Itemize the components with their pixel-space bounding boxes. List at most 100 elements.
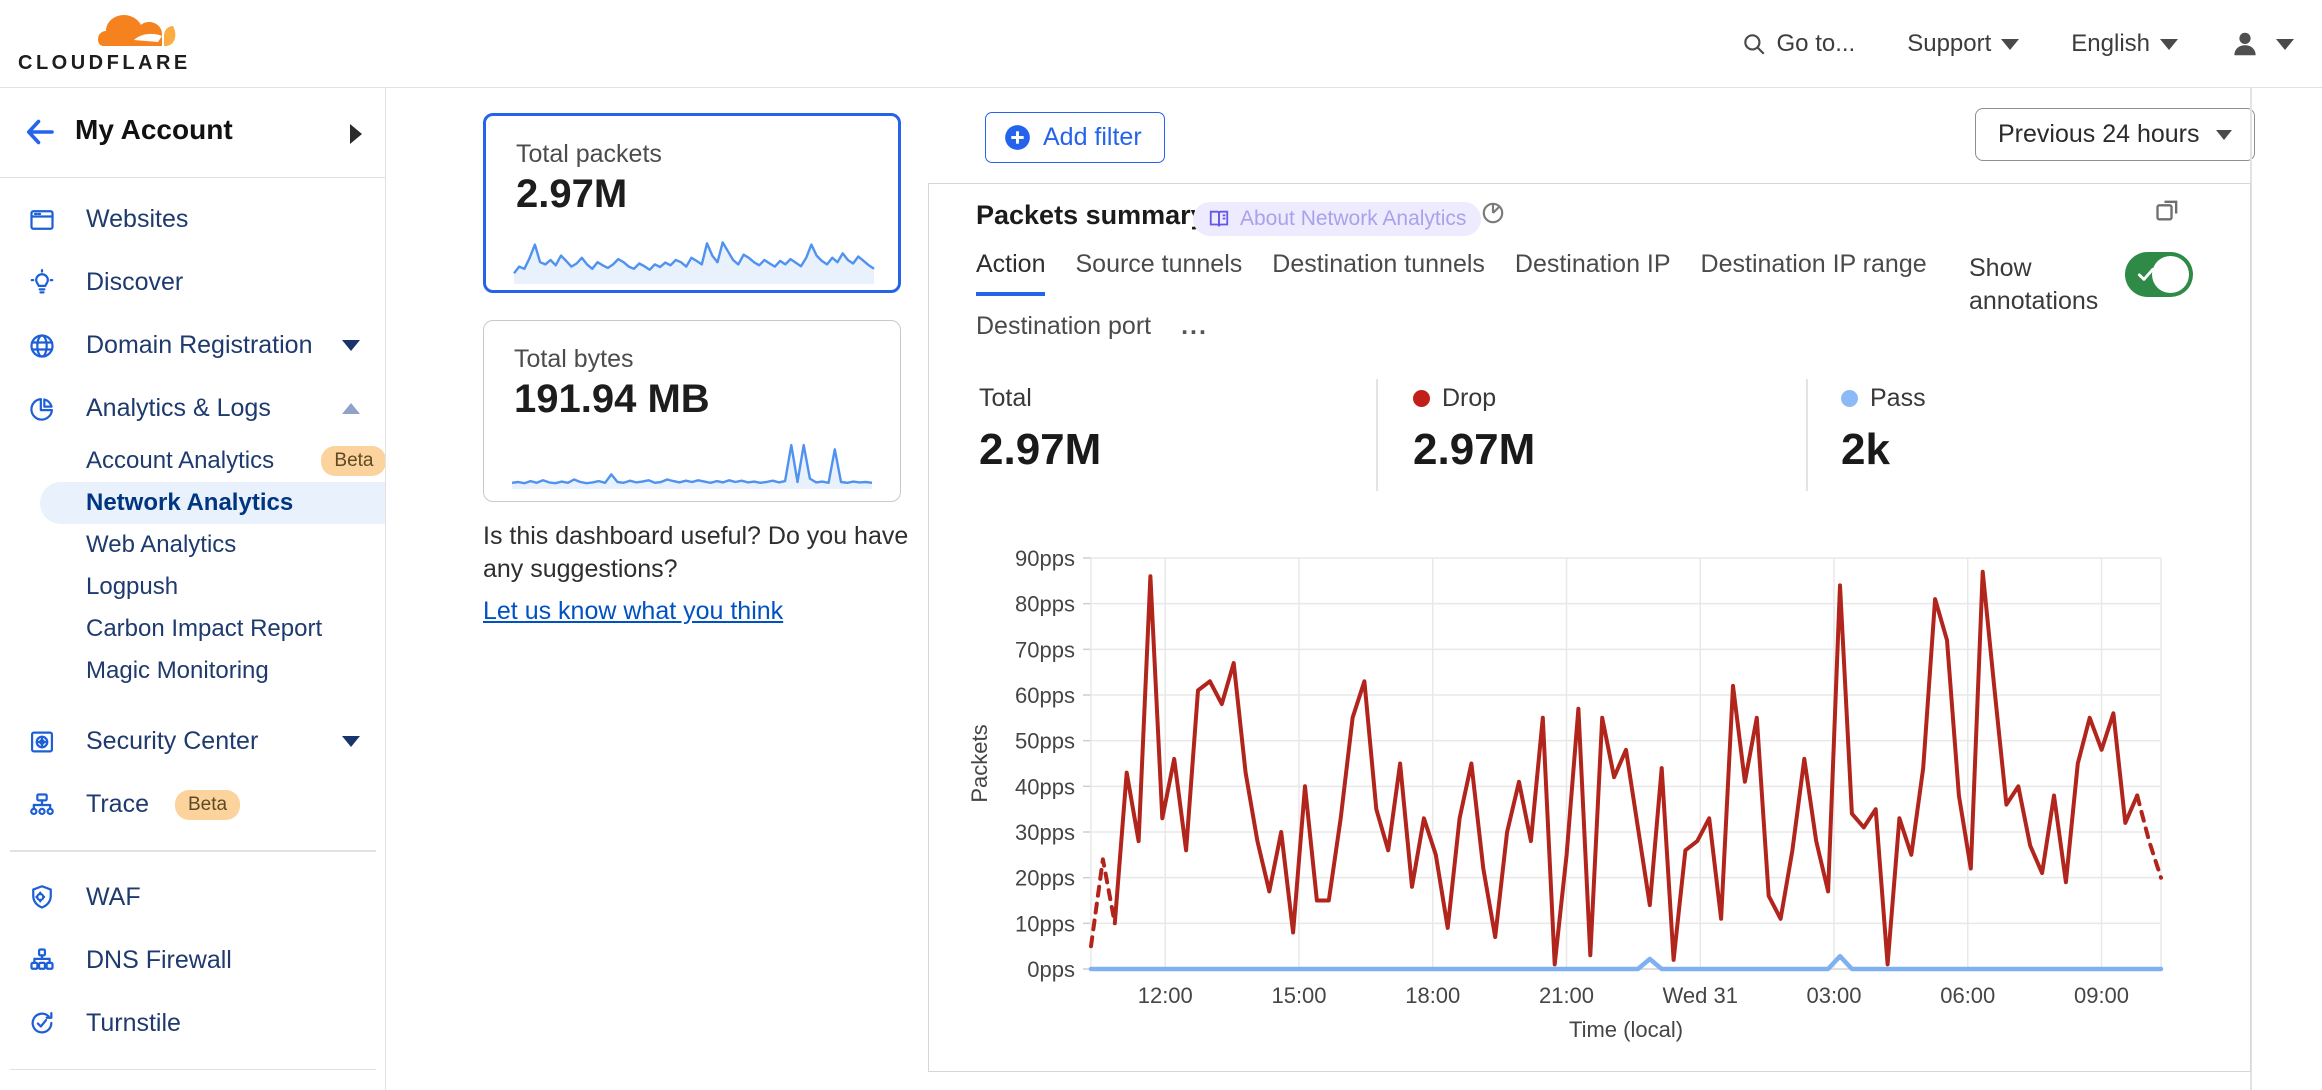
tab-destination-ip[interactable]: Destination IP xyxy=(1514,250,1671,278)
rotate-check-icon xyxy=(28,1009,56,1037)
svg-text:30pps: 30pps xyxy=(1015,820,1075,845)
sidebar-item-web-analytics[interactable]: Web Analytics xyxy=(0,524,385,566)
total-packets-value: 2.97M xyxy=(516,172,628,216)
sidebar-item-trace[interactable]: Trace Beta xyxy=(0,773,385,836)
tab-destination-ip-range[interactable]: Destination IP range xyxy=(1700,250,1927,278)
sidebar: My Account Websites Discover Domain Regist… xyxy=(0,88,386,1090)
stat-pass: Pass 2k xyxy=(1841,384,1926,475)
starburst-icon xyxy=(28,1084,56,1090)
total-bytes-label: Total bytes xyxy=(514,345,634,373)
sidebar-item-security-center[interactable]: Security Center xyxy=(0,710,385,773)
user-menu[interactable] xyxy=(2230,29,2294,59)
sidebar-item-label: Trace xyxy=(86,790,149,818)
pie-chart-info-icon[interactable] xyxy=(1480,200,1506,226)
sidebar-item-label: DNS Firewall xyxy=(86,945,232,974)
add-filter-button[interactable]: Add filter xyxy=(985,112,1165,163)
beta-badge: Beta xyxy=(321,446,385,476)
safe-icon xyxy=(28,728,56,756)
sidebar-item-label: Analytics & Logs xyxy=(86,394,271,422)
pass-dot xyxy=(1841,390,1858,407)
tab-source-tunnels[interactable]: Source tunnels xyxy=(1075,250,1243,278)
sidebar-nav: Websites Discover Domain Registration Analy… xyxy=(0,188,385,1090)
svg-text:50pps: 50pps xyxy=(1015,729,1075,754)
time-range-dropdown[interactable]: Previous 24 hours xyxy=(1975,108,2255,161)
language-menu[interactable]: English xyxy=(2071,30,2178,58)
svg-text:12:00: 12:00 xyxy=(1138,983,1193,1008)
about-network-analytics-badge[interactable]: About Network Analytics xyxy=(1193,202,1482,236)
sidebar-item-waf[interactable]: WAF xyxy=(0,866,385,929)
feedback-link[interactable]: Let us know what you think xyxy=(483,597,784,625)
svg-text:18:00: 18:00 xyxy=(1405,983,1460,1008)
sidebar-item-domain-registration[interactable]: Domain Registration xyxy=(0,314,385,377)
sidebar-item-label: Domain Registration xyxy=(86,331,313,359)
back-arrow-icon[interactable] xyxy=(22,114,58,150)
total-bytes-card[interactable]: Total bytes 191.94 MB xyxy=(483,320,901,502)
chevron-down-icon xyxy=(342,736,360,747)
chevron-right-icon[interactable] xyxy=(350,124,362,144)
sidebar-item-label: Discover xyxy=(86,268,184,296)
packets-summary-panel: Packets summary About Network Analytics … xyxy=(928,183,2251,1072)
chevron-down-icon xyxy=(2276,38,2294,50)
sidebar-item-turnstile[interactable]: Turnstile xyxy=(0,992,385,1055)
cloudflare-cloud-icon xyxy=(98,15,176,46)
book-icon xyxy=(1209,210,1229,227)
sidebar-item-logpush[interactable]: Logpush xyxy=(0,566,385,608)
sidebar-item-magic-monitoring[interactable]: Magic Monitoring xyxy=(0,650,385,692)
svg-text:Time (local): Time (local) xyxy=(1569,1017,1683,1042)
search-icon xyxy=(1743,34,1765,55)
sidebar-item-carbon-impact-report[interactable]: Carbon Impact Report xyxy=(0,608,385,650)
cloudflare-wordmark: CLOUDFLARE xyxy=(18,52,191,74)
chevron-down-icon xyxy=(2001,38,2020,50)
stat-drop: Drop 2.97M xyxy=(1413,384,1535,475)
packets-time-series-chart[interactable]: 0pps 10pps 20pps 30pps 40pps 50pps 60pps 70pps 8… xyxy=(929,534,2249,1064)
svg-text:03:00: 03:00 xyxy=(1806,983,1861,1008)
sidebar-item-label: Turnstile xyxy=(86,1008,181,1037)
cloudflare-logo[interactable]: CLOUDFLARE xyxy=(18,6,187,74)
goto-search[interactable]: Go to... xyxy=(1741,30,1855,58)
about-badge-label: About Network Analytics xyxy=(1240,207,1467,230)
stat-total: Total 2.97M xyxy=(979,384,1101,475)
total-packets-card[interactable]: Total packets 2.97M xyxy=(483,113,901,293)
svg-text:09:00: 09:00 xyxy=(2074,983,2129,1008)
top-nav-right: Go to... Support English xyxy=(1741,0,2294,88)
sidebar-item-label: Magic Monitoring xyxy=(86,657,269,684)
sidebar-item-label: Logpush xyxy=(86,573,179,600)
show-annotations-label: Show annotations xyxy=(1969,254,2099,315)
svg-text:15:00: 15:00 xyxy=(1271,983,1326,1008)
feedback-block: Is this dashboard useful? Do you have an… xyxy=(483,520,943,628)
sidebar-item-label: Websites xyxy=(86,205,189,233)
svg-text:21:00: 21:00 xyxy=(1539,983,1594,1008)
selected-pill xyxy=(40,482,385,524)
stat-pass-label: Pass xyxy=(1870,384,1926,412)
sidebar-item-label: Web Analytics xyxy=(86,531,237,558)
expand-panel-icon[interactable] xyxy=(2154,196,2182,224)
svg-text:40pps: 40pps xyxy=(1015,774,1075,799)
sidebar-item-partial[interactable] xyxy=(0,1084,385,1090)
sidebar-item-network-analytics[interactable]: Network Analytics xyxy=(0,482,385,524)
svg-text:70pps: 70pps xyxy=(1015,637,1075,662)
account-header: My Account xyxy=(0,88,385,178)
sidebar-item-discover[interactable]: Discover xyxy=(0,251,385,314)
sidebar-item-dns-firewall[interactable]: DNS Firewall xyxy=(0,929,385,992)
show-annotations-toggle[interactable] xyxy=(2125,252,2193,297)
sidebar-item-analytics-logs[interactable]: Analytics & Logs xyxy=(0,377,385,440)
tab-action[interactable]: Action xyxy=(976,250,1046,296)
sidebar-divider xyxy=(10,850,376,852)
sidebar-item-label: Carbon Impact Report xyxy=(86,615,323,642)
sidebar-item-account-analytics[interactable]: Account Analytics Beta xyxy=(0,440,385,482)
stat-divider xyxy=(1806,379,1808,491)
svg-text:60pps: 60pps xyxy=(1015,683,1075,708)
plus-circle-icon xyxy=(1005,125,1030,150)
support-menu[interactable]: Support xyxy=(1907,30,2020,58)
account-title: My Account xyxy=(75,114,233,145)
tab-destination-tunnels[interactable]: Destination tunnels xyxy=(1272,250,1485,278)
tab-destination-port[interactable]: Destination port xyxy=(976,312,1152,340)
sidebar-item-label: Security Center xyxy=(86,727,259,755)
svg-text:Packets: Packets xyxy=(967,724,992,802)
user-icon xyxy=(2234,32,2256,56)
sidebar-item-websites[interactable]: Websites xyxy=(0,188,385,251)
stat-drop-value: 2.97M xyxy=(1413,425,1536,474)
tab-more[interactable]: ... xyxy=(1181,312,1208,340)
total-packets-sparkline xyxy=(513,241,875,284)
